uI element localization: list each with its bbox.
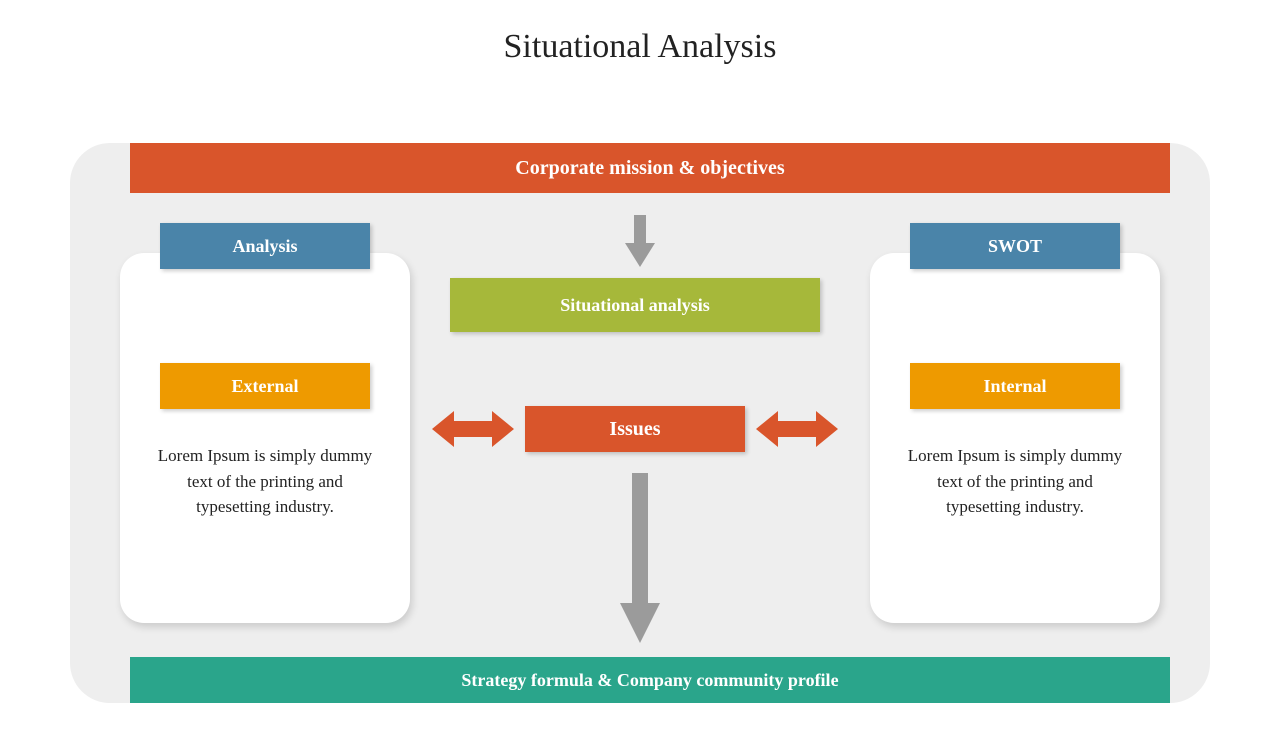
- right-tab-label: SWOT: [988, 236, 1042, 257]
- page-title: Situational Analysis: [0, 28, 1280, 66]
- left-tab-label: Analysis: [232, 236, 297, 257]
- bottom-bar-label: Strategy formula & Company community pro…: [461, 670, 838, 691]
- left-card-subtab: External: [160, 363, 370, 409]
- arrow-left-right-icon: [432, 407, 514, 456]
- issues-label: Issues: [609, 418, 660, 441]
- right-card-subtab: Internal: [910, 363, 1120, 409]
- left-card-body: Lorem Ipsum is simply dummy text of the …: [150, 443, 380, 520]
- arrow-left-right-icon: [756, 407, 838, 456]
- top-bar: Corporate mission & objectives: [130, 143, 1170, 193]
- issues-box: Issues: [525, 406, 745, 452]
- right-card: SWOT Internal Lorem Ipsum is simply dumm…: [870, 253, 1160, 623]
- situational-label: Situational analysis: [560, 295, 710, 316]
- left-card: Analysis External Lorem Ipsum is simply …: [120, 253, 410, 623]
- arrow-down-large-icon: [620, 473, 660, 648]
- left-card-tab: Analysis: [160, 223, 370, 269]
- right-card-tab: SWOT: [910, 223, 1120, 269]
- bottom-bar: Strategy formula & Company community pro…: [130, 657, 1170, 703]
- right-card-body: Lorem Ipsum is simply dummy text of the …: [900, 443, 1130, 520]
- arrow-down-icon: [625, 215, 655, 267]
- top-bar-label: Corporate mission & objectives: [515, 157, 784, 180]
- left-sub-label: External: [232, 376, 299, 397]
- diagram-stage: Corporate mission & objectives Strategy …: [70, 143, 1210, 703]
- situational-box: Situational analysis: [450, 278, 820, 332]
- right-sub-label: Internal: [984, 376, 1047, 397]
